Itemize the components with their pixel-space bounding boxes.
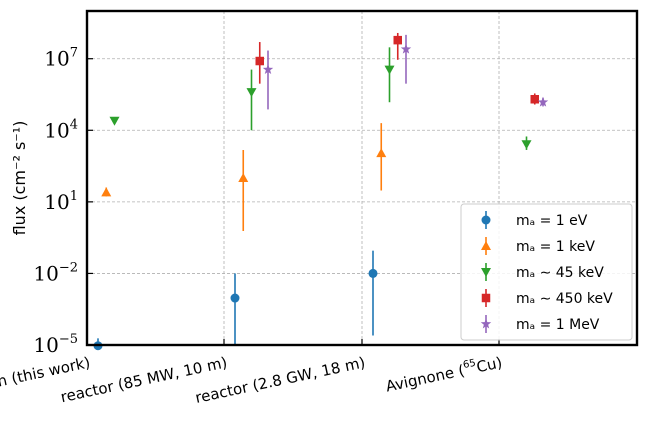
data-point <box>368 268 378 278</box>
data-point <box>530 94 539 104</box>
legend-marker <box>481 215 491 225</box>
data-point <box>238 173 249 182</box>
series-group <box>262 34 549 110</box>
legend: mₐ = 1 eV mₐ = 1 keV mₐ ∼ 45 keV mₐ ∼ 450 k… <box>460 203 633 341</box>
y-tick-label: 107 <box>44 46 78 71</box>
y-tick-labels: 10−5 10−2 101 104 107 <box>33 46 78 357</box>
legend-marker <box>481 293 491 303</box>
data-point <box>246 88 257 98</box>
grid-lines <box>87 11 637 346</box>
y-tick-label: 10−5 <box>33 332 78 357</box>
data-point <box>255 56 264 66</box>
legend-entry: mₐ ∼ 45 keV <box>481 263 604 281</box>
y-tick-label: 101 <box>44 189 78 214</box>
data-point <box>521 140 532 150</box>
y-tick-label: 10−2 <box>33 260 78 285</box>
series-group <box>255 32 539 105</box>
legend-box <box>460 203 633 341</box>
legend-marker <box>481 268 491 277</box>
legend-entries: mₐ = 1 eV mₐ = 1 keV mₐ ∼ 45 keV mₐ ∼ 450 k… <box>480 211 613 333</box>
legend-entry: mₐ ∼ 450 keV <box>481 289 613 307</box>
data-point <box>384 65 395 75</box>
legend-label: mₐ = 1 eV <box>516 213 588 229</box>
x-tick-label: Avignone (65Cu) <box>384 352 504 395</box>
series-group <box>93 250 378 351</box>
legend-entry: mₐ = 1 MeV <box>480 315 600 333</box>
legend-marker <box>480 318 492 329</box>
legend-label: mₐ ∼ 450 keV <box>516 291 613 307</box>
legend-marker <box>481 241 491 250</box>
data-point <box>101 187 112 197</box>
y-tick-label: 104 <box>44 117 78 142</box>
data-point <box>537 96 549 107</box>
data-point <box>230 293 240 303</box>
series-group <box>101 123 387 232</box>
legend-label: mₐ ∼ 45 keV <box>516 265 604 281</box>
y-axis-label: flux (cm⁻² s⁻¹) <box>10 121 29 236</box>
legend-label: mₐ = 1 keV <box>516 239 595 255</box>
legend-label: mₐ = 1 MeV <box>516 317 600 333</box>
legend-entry: mₐ = 1 keV <box>481 237 595 255</box>
plot-frame <box>85 9 639 347</box>
series-group <box>109 47 532 150</box>
x-tick-labels: Sun (this work)reactor (85 MW, 10 m)reac… <box>0 352 504 407</box>
data-points <box>93 32 549 351</box>
data-point <box>376 148 387 158</box>
legend-entry: mₐ = 1 eV <box>481 211 588 229</box>
data-point <box>109 116 120 126</box>
data-point <box>262 64 274 75</box>
data-point <box>393 35 402 45</box>
data-point <box>400 43 412 54</box>
